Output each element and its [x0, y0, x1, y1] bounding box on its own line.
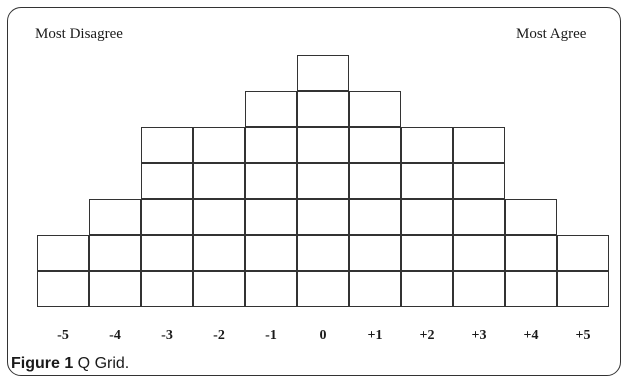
grid-cell: [245, 127, 297, 163]
grid-cell: [401, 163, 453, 199]
grid-cell: [141, 235, 193, 271]
grid-cell: [505, 271, 557, 307]
grid-cell: [453, 271, 505, 307]
grid-cell: [193, 127, 245, 163]
most-agree-label: Most Agree: [516, 26, 587, 42]
grid-cell: [401, 199, 453, 235]
grid-cell: [453, 199, 505, 235]
column-label: +1: [367, 328, 383, 343]
column-label: +2: [419, 328, 435, 343]
caption-text: Q Grid.: [73, 355, 130, 372]
grid-cell: [37, 271, 89, 307]
grid-cell: [401, 271, 453, 307]
grid-cell: [89, 271, 141, 307]
column-label: +4: [523, 328, 539, 343]
figure-caption: Figure 1 Q Grid.: [11, 355, 129, 373]
column-label: +3: [471, 328, 487, 343]
grid-cell: [297, 91, 349, 127]
grid-cell: [349, 271, 401, 307]
grid-cell: [349, 235, 401, 271]
grid-cell: [297, 163, 349, 199]
grid-cell: [297, 55, 349, 91]
grid-cell: [557, 235, 609, 271]
grid-cell: [453, 127, 505, 163]
column-label: -3: [161, 328, 173, 343]
grid-cell: [245, 199, 297, 235]
column-label: -1: [265, 328, 277, 343]
grid-cell: [349, 163, 401, 199]
grid-cell: [349, 91, 401, 127]
grid-cell: [349, 199, 401, 235]
grid-cell: [193, 271, 245, 307]
grid-cell: [141, 271, 193, 307]
most-disagree-label: Most Disagree: [35, 26, 123, 42]
column-label: +5: [575, 328, 591, 343]
grid-cell: [297, 199, 349, 235]
grid-cell: [89, 199, 141, 235]
grid-cell: [245, 235, 297, 271]
column-label: -4: [109, 328, 121, 343]
figure-label: Figure 1: [11, 355, 74, 372]
column-label: 0: [319, 328, 327, 343]
column-label: -2: [213, 328, 225, 343]
grid-cell: [37, 235, 89, 271]
grid-cell: [297, 271, 349, 307]
grid-cell: [141, 127, 193, 163]
grid-cell: [193, 199, 245, 235]
grid-cell: [141, 199, 193, 235]
grid-cell: [297, 127, 349, 163]
figure-frame: [7, 7, 621, 376]
grid-cell: [349, 127, 401, 163]
grid-cell: [557, 271, 609, 307]
grid-cell: [401, 235, 453, 271]
grid-cell: [453, 163, 505, 199]
grid-cell: [245, 91, 297, 127]
grid-cell: [453, 235, 505, 271]
grid-cell: [193, 235, 245, 271]
grid-cell: [401, 127, 453, 163]
grid-cell: [141, 163, 193, 199]
grid-cell: [245, 163, 297, 199]
grid-cell: [193, 163, 245, 199]
grid-cell: [505, 235, 557, 271]
grid-cell: [245, 271, 297, 307]
grid-cell: [297, 235, 349, 271]
grid-cell: [505, 199, 557, 235]
column-label: -5: [57, 328, 69, 343]
grid-cell: [89, 235, 141, 271]
